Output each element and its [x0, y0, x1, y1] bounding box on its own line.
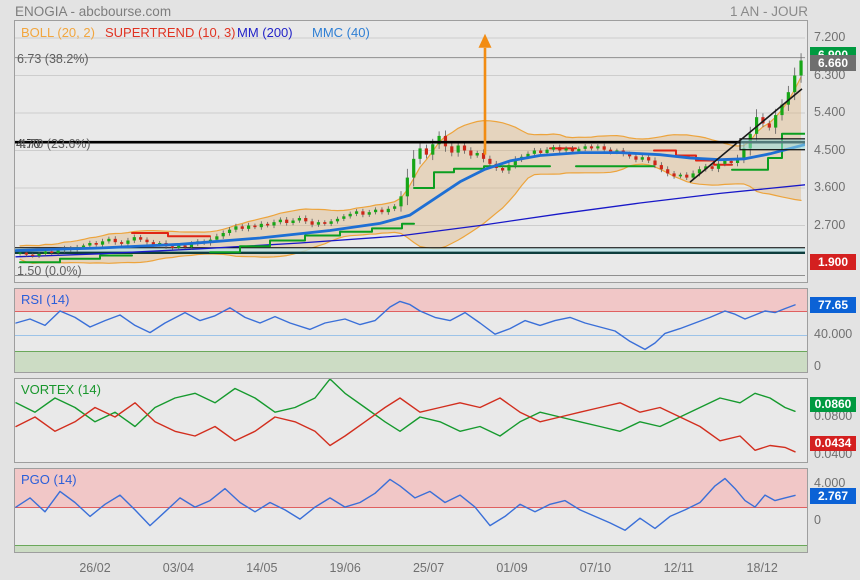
rsi-axis-tick: 0 — [814, 359, 821, 373]
rsi-value-badge: 77.65 — [810, 297, 856, 313]
instrument-title: ENOGIA - abcbourse.com — [15, 4, 172, 19]
rsi-label[interactable]: RSI (14) — [21, 292, 70, 307]
date-axis-tick: 19/06 — [329, 561, 361, 575]
legend-supertrend[interactable]: SUPERTREND (10, 3) — [105, 25, 236, 40]
indicator-legend: BOLL (20, 2) SUPERTREND (10, 3) MM (200)… — [15, 25, 807, 41]
pgo-upper-zone — [15, 469, 807, 508]
last-price-badge: 6.660 — [810, 55, 856, 71]
price-axis-tick: 5.400 — [814, 105, 846, 119]
price-axis-tick: 6.300 — [814, 67, 846, 82]
date-axis-tick: 14/05 — [246, 561, 278, 575]
price-panel[interactable]: BOLL (20, 2) SUPERTREND (10, 3) MM (200)… — [14, 20, 808, 283]
pgo-value-badge: 2.767 — [810, 488, 856, 504]
date-axis-tick: 12/11 — [663, 561, 694, 575]
rsi-axis-tick: 40.000 — [814, 327, 853, 341]
vortex-plus-badge: 0.0860 — [810, 397, 856, 412]
pgo-chart-canvas[interactable] — [15, 469, 805, 552]
vortex-label[interactable]: VORTEX (14) — [21, 382, 101, 397]
legend-bollinger[interactable]: BOLL (20, 2) — [21, 25, 95, 40]
date-axis-tick: 26/02 — [79, 561, 111, 575]
legend-mmc40[interactable]: MMC (40) — [312, 25, 370, 40]
legend-mm200[interactable]: MM (200) — [237, 25, 293, 40]
price-axis-tick: 4.500 — [814, 142, 846, 157]
rsi-overbought-zone — [15, 289, 807, 312]
date-axis-tick: 01/09 — [496, 561, 528, 575]
fib-level-382-label: 6.73 (38.2%) — [17, 52, 89, 66]
pgo-panel[interactable]: PGO (14) — [14, 468, 808, 553]
rsi-panel[interactable]: RSI (14) — [14, 288, 808, 373]
period-label[interactable]: 1 AN - JOUR — [729, 4, 808, 19]
pgo-lower-zone — [15, 545, 807, 552]
price-axis-tick: 3.600 — [814, 180, 846, 194]
date-axis-tick: 25/07 — [412, 561, 445, 575]
price-axis-tick: 2.700 — [814, 217, 846, 232]
price-chart-canvas[interactable] — [15, 21, 805, 282]
price-low-badge: 1.900 — [810, 254, 856, 270]
pgo-axis-tick: 4.000 — [814, 476, 846, 490]
pgo-axis-tick: 0 — [814, 513, 821, 527]
vortex-panel[interactable]: VORTEX (14) — [14, 378, 808, 463]
date-axis-tick: 07/10 — [579, 561, 612, 575]
rsi-chart-canvas[interactable] — [15, 289, 805, 372]
vortex-axis-tick: 0.0800 — [814, 409, 853, 423]
pgo-label[interactable]: PGO (14) — [21, 472, 77, 487]
date-axis-tick: 03/04 — [162, 561, 195, 575]
hline-price-label: 4.70 — [16, 137, 41, 151]
date-axis-tick: 18/12 — [746, 561, 778, 575]
vortex-chart-canvas[interactable] — [15, 379, 805, 462]
fib-level-0-label: 1.50 (0.0%) — [17, 264, 82, 278]
fib-level-236-label: 4.70 (23.6%) — [19, 137, 91, 151]
price-axis-tick: 7.200 — [814, 30, 846, 44]
vortex-minus-badge: 0.0434 — [810, 436, 856, 451]
rsi-reference-line — [15, 335, 807, 336]
rsi-oversold-zone — [15, 351, 807, 372]
